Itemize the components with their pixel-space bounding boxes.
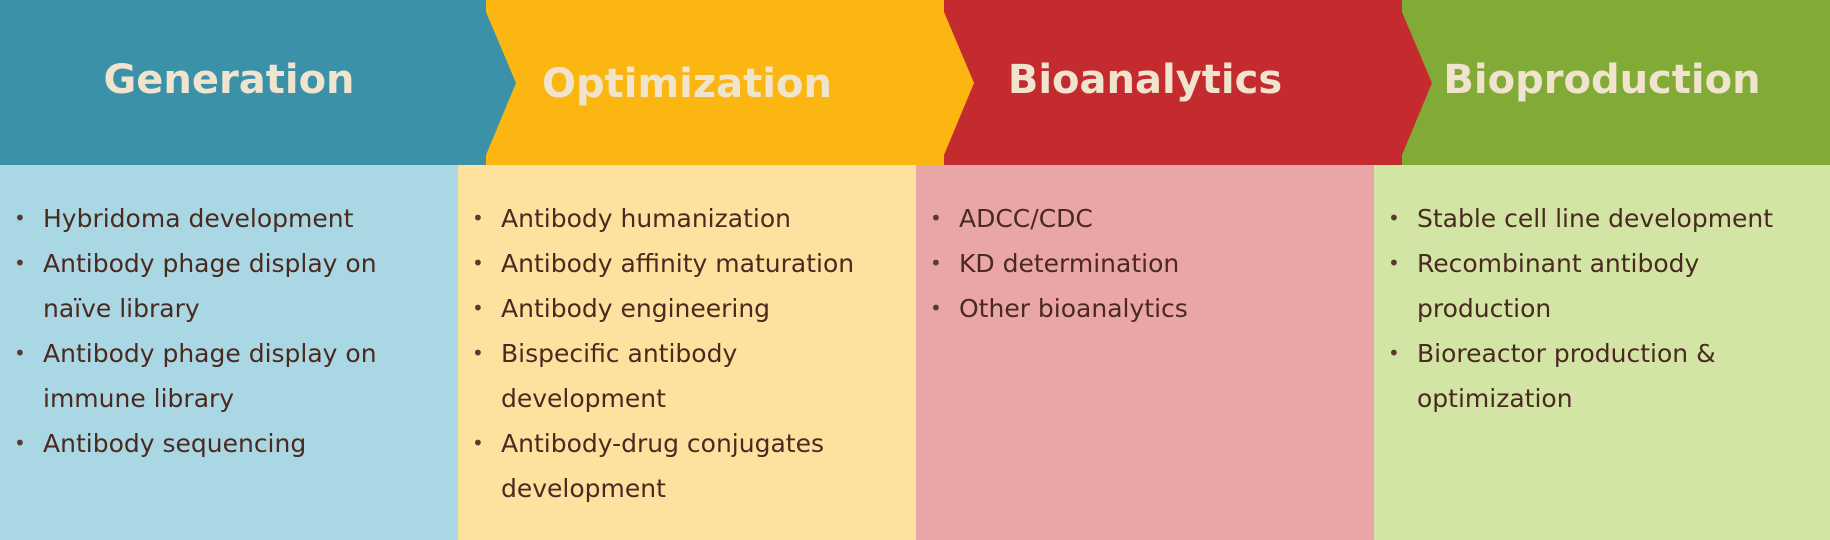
stage-item-list: • Antibody humanization • Antibody affinit… — [458, 196, 916, 511]
bullet-icon: • — [1388, 206, 1400, 230]
list-item: • Antibody phage display on naïve library — [0, 241, 458, 331]
stage-optimization-body: • Antibody humanization • Antibody affinit… — [458, 165, 916, 540]
stage-title: Generation — [103, 57, 355, 103]
stage-item-list: • ADCC/CDC • KD determination • Other bioan… — [916, 196, 1374, 331]
stage-bioanalytics-header: Bioanalytics — [916, 0, 1374, 165]
bullet-icon: • — [472, 431, 484, 455]
arrow-generation-to-optimization-icon — [458, 0, 516, 165]
list-item: • Bioreactor production & optimization — [1374, 331, 1830, 421]
stage-generation-body: • Hybridoma development • Antibody phage d… — [0, 165, 458, 540]
bullet-icon: • — [930, 296, 942, 320]
bullet-icon: • — [14, 341, 26, 365]
bullet-icon: • — [930, 251, 942, 275]
list-item: • Recombinant antibody production — [1374, 241, 1830, 331]
bullet-icon: • — [930, 206, 942, 230]
list-item: • Bispecific antibody development — [458, 331, 916, 421]
list-item: • Antibody sequencing — [0, 421, 458, 466]
stage-generation-header: Generation — [0, 0, 458, 165]
list-item: • Stable cell line development — [1374, 196, 1830, 241]
stage-title: Bioproduction — [1443, 57, 1761, 103]
bullet-icon: • — [14, 206, 26, 230]
list-item: • Antibody phage display on immune librar… — [0, 331, 458, 421]
list-item: • ADCC/CDC — [916, 196, 1374, 241]
list-item: • Antibody affinity maturation — [458, 241, 916, 286]
stage-bioproduction: Bioproduction • Stable cell line developm… — [1374, 0, 1830, 540]
bullet-icon: • — [472, 296, 484, 320]
bullet-icon: • — [472, 251, 484, 275]
list-item: • KD determination — [916, 241, 1374, 286]
stage-generation: Generation • Hybridoma development • Antib… — [0, 0, 458, 540]
stage-title: Bioanalytics — [1007, 57, 1283, 103]
stage-bioproduction-body: • Stable cell line development • Recombina… — [1374, 165, 1830, 540]
list-item: • Hybridoma development — [0, 196, 458, 241]
bullet-icon: • — [472, 206, 484, 230]
stage-bioanalytics: Bioanalytics • ADCC/CDC • KD determination… — [916, 0, 1374, 540]
list-item: • Antibody-drug conjugates development — [458, 421, 916, 511]
bullet-icon: • — [472, 341, 484, 365]
stage-optimization-header: Optimization — [458, 0, 916, 165]
bullet-icon: • — [1388, 341, 1400, 365]
bullet-icon: • — [14, 431, 26, 455]
stage-optimization: Optimization • Antibody humanization • Ant… — [458, 0, 916, 540]
stage-bioanalytics-body: • ADCC/CDC • KD determination • Other bioan… — [916, 165, 1374, 540]
stage-item-list: • Hybridoma development • Antibody phage d… — [0, 196, 458, 466]
bullet-icon: • — [14, 251, 26, 275]
bullet-icon: • — [1388, 251, 1400, 275]
arrow-bioanalytics-to-bioproduction-icon — [1374, 0, 1432, 165]
stage-bioproduction-header: Bioproduction — [1374, 0, 1830, 165]
list-item: • Antibody engineering — [458, 286, 916, 331]
arrow-optimization-to-bioanalytics-icon — [916, 0, 974, 165]
stage-title: Optimization — [542, 61, 832, 107]
stage-item-list: • Stable cell line development • Recombina… — [1374, 196, 1830, 421]
list-item: • Other bioanalytics — [916, 286, 1374, 331]
list-item: • Antibody humanization — [458, 196, 916, 241]
